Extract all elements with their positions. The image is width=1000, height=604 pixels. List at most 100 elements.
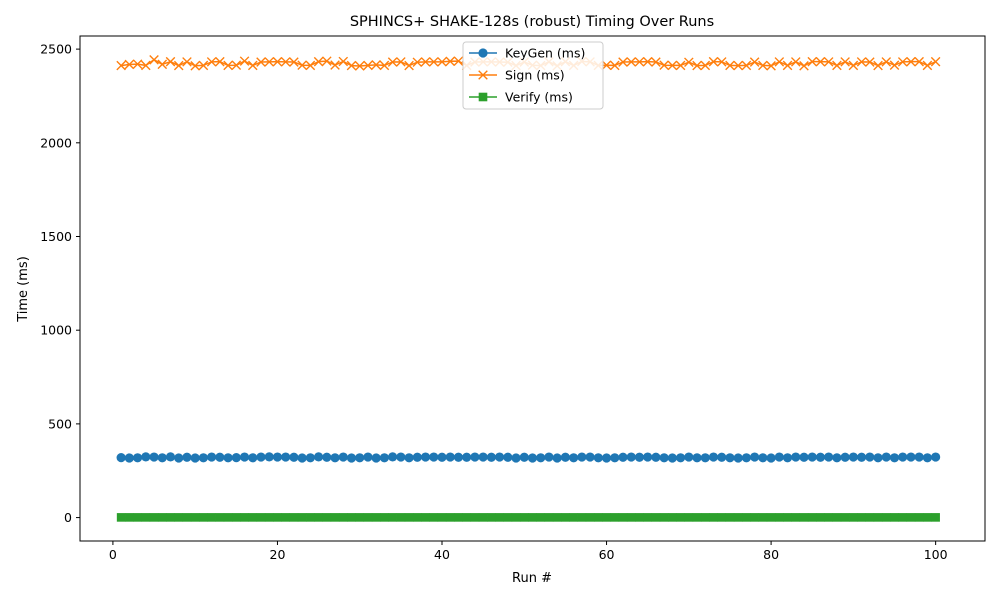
keygen-data-point [281, 452, 291, 462]
verify-data-point [849, 513, 858, 522]
sign-data-point [675, 60, 686, 71]
keygen-data-point [412, 452, 422, 462]
keygen-data-point [494, 452, 505, 462]
verify-data-point [190, 513, 200, 522]
verify-legend-marker [478, 92, 488, 102]
sign-data-point [354, 61, 365, 71]
keygen-data-point [536, 453, 546, 463]
verify-legend-label: Verify (ms) [505, 90, 573, 105]
verify-data-point [413, 513, 422, 522]
sign-data-point [733, 60, 743, 71]
keygen-data-point [198, 453, 209, 463]
verify-data-point [898, 513, 908, 522]
sign-data-point [305, 60, 316, 71]
x-tick-label: 0 [109, 547, 117, 562]
sign-data-point [922, 60, 933, 71]
legend: KeyGen (ms) Sign (ms) Verify (ms) [462, 41, 604, 110]
sign-data-point [659, 60, 669, 71]
y-tick-label: 1500 [40, 229, 72, 244]
sign-data-point [453, 56, 464, 66]
sign-data-point [667, 60, 678, 71]
verify-data-point [141, 513, 151, 522]
keygen-data-point [207, 452, 217, 462]
sign-data-point [684, 57, 694, 68]
verify-data-point [429, 513, 439, 522]
keygen-data-point [544, 452, 554, 462]
sign-data-point [889, 60, 900, 71]
verify-data-point [396, 513, 406, 522]
keygen-data-point [248, 453, 258, 463]
keygen-data-point [355, 453, 365, 463]
verify-data-point [758, 513, 768, 522]
keygen-data-point [700, 453, 710, 463]
verify-data-point [314, 513, 323, 522]
x-tick-label: 100 [924, 547, 948, 562]
keygen-data-point [593, 453, 603, 463]
sign-data-point [906, 56, 916, 67]
sign-data-point [651, 57, 661, 67]
keygen-data-point [791, 452, 801, 462]
sign-data-point [716, 57, 727, 67]
verify-data-point [487, 513, 496, 522]
verify-data-point [133, 513, 142, 522]
verify-data-point [610, 513, 620, 522]
keygen-data-point [470, 452, 480, 462]
keygen-data-point [445, 452, 455, 462]
keygen-data-point [889, 453, 900, 463]
verify-data-point [923, 513, 932, 522]
keygen-data-point [922, 453, 933, 463]
sign-data-point [396, 57, 406, 67]
keygen-data-point [758, 453, 768, 463]
sign-data-point [881, 57, 892, 67]
sign-data-point [256, 57, 266, 67]
keygen-data-point [708, 452, 719, 462]
keygen-legend-label: KeyGen (ms) [505, 46, 585, 61]
verify-data-point [750, 513, 759, 522]
verify-data-point [536, 513, 546, 522]
y-tick-label: 2000 [40, 135, 72, 150]
verify-data-point [478, 513, 488, 522]
keygen-data-point [577, 452, 587, 462]
keygen-data-point [634, 452, 645, 462]
sign-data-point [223, 60, 233, 71]
verify-data-point [618, 513, 628, 522]
keygen-data-point [799, 452, 809, 462]
keygen-data-point [931, 452, 941, 462]
keygen-data-point [330, 453, 340, 463]
verify-data-point [232, 513, 241, 522]
sign-data-point [173, 60, 184, 71]
sign-data-point [799, 60, 809, 71]
verify-data-point [857, 513, 866, 522]
verify-data-point [626, 513, 636, 522]
keygen-data-point [914, 452, 924, 462]
keygen-data-point [124, 453, 134, 463]
sign-data-point [264, 57, 275, 67]
keygen-data-point [848, 452, 858, 462]
sign-data-point [865, 57, 875, 67]
keygen-data-point [750, 452, 760, 462]
keygen-data-point [898, 452, 908, 462]
sign-data-point [634, 57, 645, 67]
keygen-legend-marker [478, 48, 488, 58]
verify-data-point [240, 513, 249, 522]
verify-data-point [347, 513, 356, 522]
sign-data-point [330, 60, 340, 70]
sign-data-point [749, 57, 760, 67]
sign-legend-label: Sign (ms) [505, 68, 565, 83]
verify-data-point [149, 513, 159, 522]
y-tick-label: 1000 [40, 323, 72, 338]
sign-data-point [116, 60, 126, 71]
keygen-data-point [256, 452, 266, 462]
verify-data-point [552, 513, 562, 522]
keygen-data-point [272, 452, 283, 462]
keygen-data-point [626, 452, 636, 462]
keygen-data-point [906, 452, 916, 462]
verify-data-point [709, 513, 718, 522]
verify-data-point [890, 513, 899, 522]
verify-data-point [700, 513, 710, 522]
sign-data-point [141, 60, 151, 71]
keygen-data-point [840, 452, 850, 462]
verify-data-point [322, 513, 332, 522]
verify-data-point [840, 513, 850, 522]
keygen-data-point [774, 452, 784, 462]
